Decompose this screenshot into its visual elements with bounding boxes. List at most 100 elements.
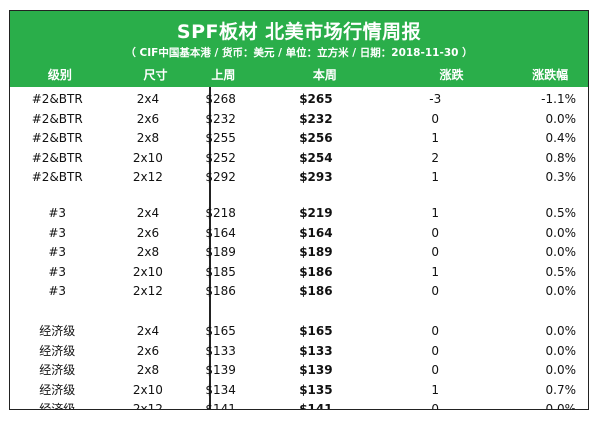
table-row: #2&BTR 2x8 $255 $256 1 0.4% — [10, 129, 588, 149]
cell-change-pct: 0.0% — [545, 111, 577, 126]
table-row: 经济级 2x12 $141 $141 0 0.0% — [10, 400, 588, 410]
cell-this-week: $186 — [299, 284, 333, 298]
table-row: #3 2x12 $186 $186 0 0.0% — [10, 282, 588, 302]
cell-this-week: $186 — [299, 264, 333, 279]
cell-change: -3 — [429, 92, 442, 106]
cell-change: 1 — [431, 206, 440, 220]
cell-grade: #3 — [48, 284, 67, 298]
col-header-change: 涨跌 — [439, 68, 464, 82]
report-title: SPF板材 北美市场行情周报 — [176, 21, 422, 43]
col-header-grade: 级别 — [47, 68, 72, 82]
cell-prev-week: $232 — [205, 111, 236, 126]
cell-size: 2x6 — [136, 111, 160, 126]
cell-grade: #2&BTR — [31, 131, 83, 145]
table-row: #3 2x8 $189 $189 0 0.0% — [10, 243, 588, 263]
cell-size: 2x8 — [136, 131, 160, 145]
cell-size: 2x4 — [136, 324, 160, 338]
cell-size: 2x6 — [136, 225, 160, 240]
cell-prev-week: $292 — [205, 170, 236, 184]
cell-prev-week: $268 — [205, 92, 236, 106]
table-row: 经济级 2x10 $134 $135 1 0.7% — [10, 381, 588, 401]
col-header-change-pct: 涨跌幅 — [532, 68, 569, 82]
cell-this-week: $254 — [299, 150, 333, 165]
table-row: #2&BTR 2x12 $292 $293 1 0.3% — [10, 168, 588, 188]
cell-prev-week: $185 — [205, 264, 236, 279]
cell-change-pct: -1.1% — [541, 92, 576, 106]
table-row: #3 2x10 $185 $186 1 0.5% — [10, 263, 588, 283]
report-subtitle: （ CIF中国基本港 / 货币：美元 / 单位：立方米 / 日期：2018-11… — [125, 47, 473, 59]
cell-grade: #3 — [48, 225, 67, 240]
cell-grade: 经济级 — [39, 343, 76, 358]
cell-this-week: $232 — [299, 111, 333, 126]
cell-change-pct: 0.0% — [545, 225, 577, 240]
cell-prev-week: $133 — [205, 343, 236, 358]
cell-change: 0 — [431, 363, 440, 377]
cell-grade: #2&BTR — [31, 170, 83, 184]
cell-change: 0 — [431, 225, 440, 240]
cell-this-week: $141 — [299, 402, 333, 410]
cell-change: 0 — [431, 111, 440, 126]
cell-change-pct: 0.0% — [545, 402, 577, 410]
cell-prev-week: $252 — [205, 150, 236, 165]
cell-grade: #3 — [48, 264, 67, 279]
col-header-prev-week: 上周 — [211, 68, 236, 82]
cell-change-pct: 0.0% — [545, 343, 577, 358]
cell-size: 2x4 — [136, 92, 160, 106]
cell-change: 0 — [431, 284, 440, 298]
cell-size: 2x4 — [136, 206, 160, 220]
cell-size: 2x10 — [132, 150, 163, 165]
table-row: #2&BTR 2x4 $268 $265 -3 -1.1% — [10, 90, 588, 110]
cell-prev-week: $186 — [205, 284, 236, 298]
cell-this-week: $139 — [299, 363, 333, 377]
table-header: SPF板材 北美市场行情周报 （ CIF中国基本港 / 货币：美元 / 单位：立… — [10, 11, 588, 87]
table-row: 经济级 2x6 $133 $133 0 0.0% — [10, 342, 588, 362]
cell-change-pct: 0.3% — [545, 170, 577, 184]
cell-this-week: $135 — [299, 382, 333, 397]
cell-change: 2 — [431, 150, 440, 165]
cell-prev-week: $164 — [205, 225, 236, 240]
cell-prev-week: $139 — [205, 363, 236, 377]
cell-change-pct: 0.5% — [545, 264, 577, 279]
cell-grade: 经济级 — [39, 324, 76, 338]
cell-change-pct: 0.0% — [545, 363, 577, 377]
column-header-row: 级别 尺寸 上周 本周 涨跌 涨跌幅 — [10, 65, 588, 85]
cell-size: 2x8 — [136, 245, 160, 259]
col-header-size: 尺寸 — [143, 68, 168, 82]
cell-change: 1 — [431, 170, 440, 184]
cell-grade: 经济级 — [39, 363, 76, 377]
price-table-frame: SPF板材 北美市场行情周报 （ CIF中国基本港 / 货币：美元 / 单位：立… — [9, 10, 589, 410]
table-row: #2&BTR 2x10 $252 $254 2 0.8% — [10, 149, 588, 169]
cell-size: 2x6 — [136, 343, 160, 358]
cell-size: 2x12 — [132, 402, 163, 410]
cell-this-week: $265 — [299, 92, 333, 106]
cell-prev-week: $165 — [205, 324, 236, 338]
table-row: #3 2x4 $218 $219 1 0.5% — [10, 204, 588, 224]
table-row: #2&BTR 2x6 $232 $232 0 0.0% — [10, 110, 588, 130]
table-row: 经济级 2x8 $139 $139 0 0.0% — [10, 361, 588, 381]
cell-prev-week: $141 — [205, 402, 236, 410]
cell-change-pct: 0.7% — [545, 382, 577, 397]
table-row: #3 2x6 $164 $164 0 0.0% — [10, 224, 588, 244]
cell-change-pct: 0.5% — [545, 206, 577, 220]
cell-change-pct: 0.0% — [545, 324, 577, 338]
cell-change: 1 — [431, 264, 440, 279]
cell-this-week: $189 — [299, 245, 333, 259]
cell-prev-week: $134 — [205, 382, 236, 397]
cell-size: 2x10 — [132, 382, 163, 397]
cell-change: 0 — [431, 402, 440, 410]
cell-prev-week: $255 — [205, 131, 236, 145]
cell-prev-week: $189 — [205, 245, 236, 259]
cell-size: 2x12 — [132, 284, 163, 298]
cell-change-pct: 0.0% — [545, 245, 577, 259]
cell-change-pct: 0.0% — [545, 284, 577, 298]
cell-this-week: $219 — [299, 206, 333, 220]
cell-size: 2x10 — [132, 264, 163, 279]
table-row: 经济级 2x4 $165 $165 0 0.0% — [10, 322, 588, 342]
cell-grade: #2&BTR — [31, 111, 83, 126]
cell-grade: #2&BTR — [31, 92, 83, 106]
cell-grade: #3 — [48, 245, 67, 259]
cell-size: 2x8 — [136, 363, 160, 377]
cell-this-week: $165 — [299, 324, 333, 338]
cell-this-week: $256 — [299, 131, 333, 145]
cell-change-pct: 0.4% — [545, 131, 577, 145]
